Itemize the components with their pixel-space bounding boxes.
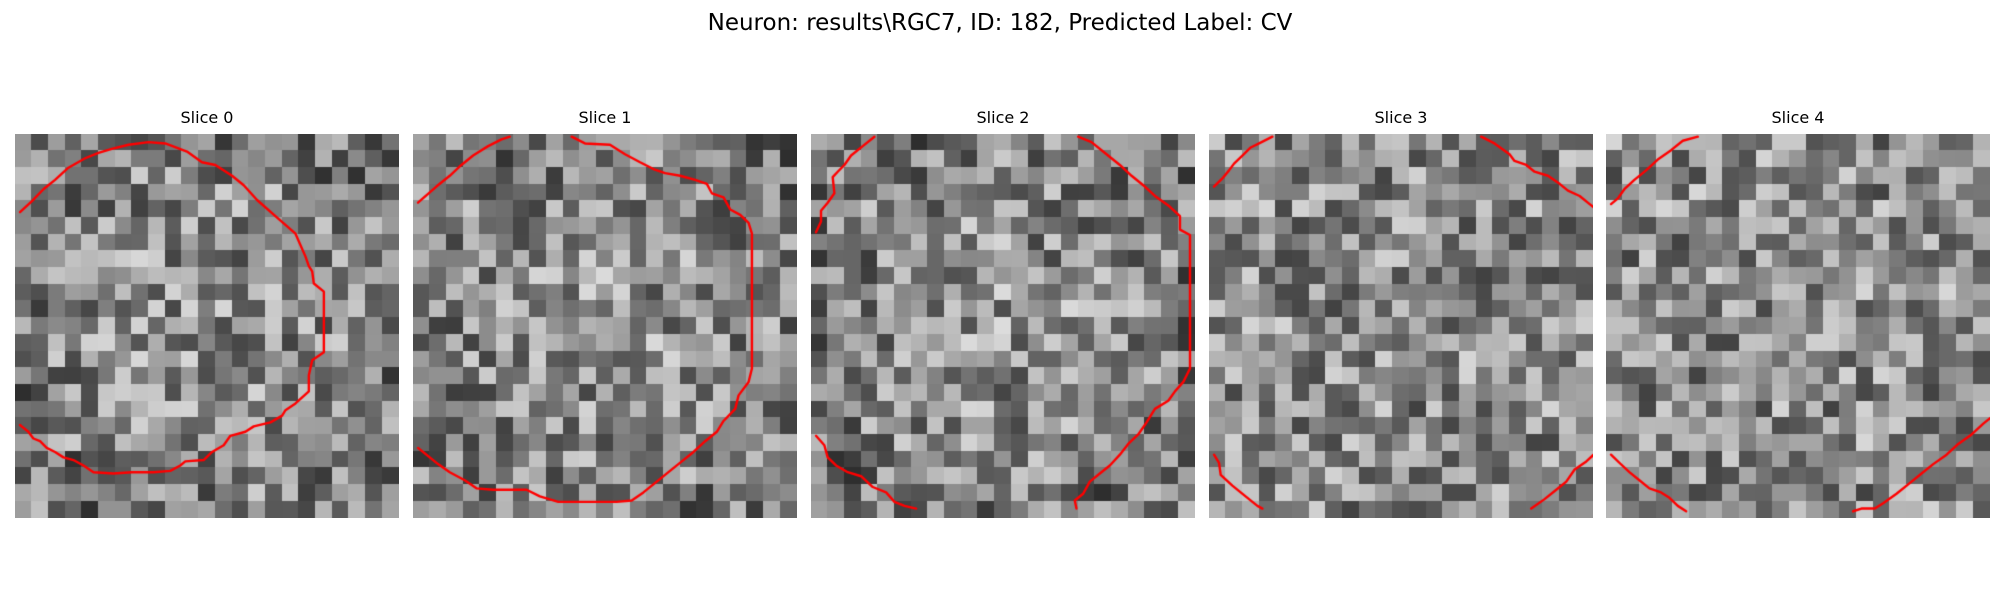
slice-panel-0: Slice 0: [15, 107, 399, 521]
slice-title-3: Slice 3: [1374, 108, 1428, 127]
slice-image-4: [1606, 134, 1990, 518]
slice-image-2: [811, 134, 1195, 518]
slice-image-0: [15, 134, 399, 518]
slice-panel-4: Slice 4: [1606, 107, 1990, 521]
slice-panel-2: Slice 2: [811, 107, 1195, 521]
slice-title-4: Slice 4: [1771, 108, 1825, 127]
slice-title-1: Slice 1: [578, 108, 632, 127]
figure-title: Neuron: results\RGC7, ID: 182, Predicted…: [707, 10, 1293, 36]
slice-title-2: Slice 2: [976, 108, 1030, 127]
slice-title-0: Slice 0: [180, 108, 234, 127]
slice-panel-3: Slice 3: [1209, 107, 1593, 521]
slice-image-3: [1209, 134, 1593, 518]
slice-panel-1: Slice 1: [413, 107, 797, 521]
slice-image-1: [413, 134, 797, 518]
